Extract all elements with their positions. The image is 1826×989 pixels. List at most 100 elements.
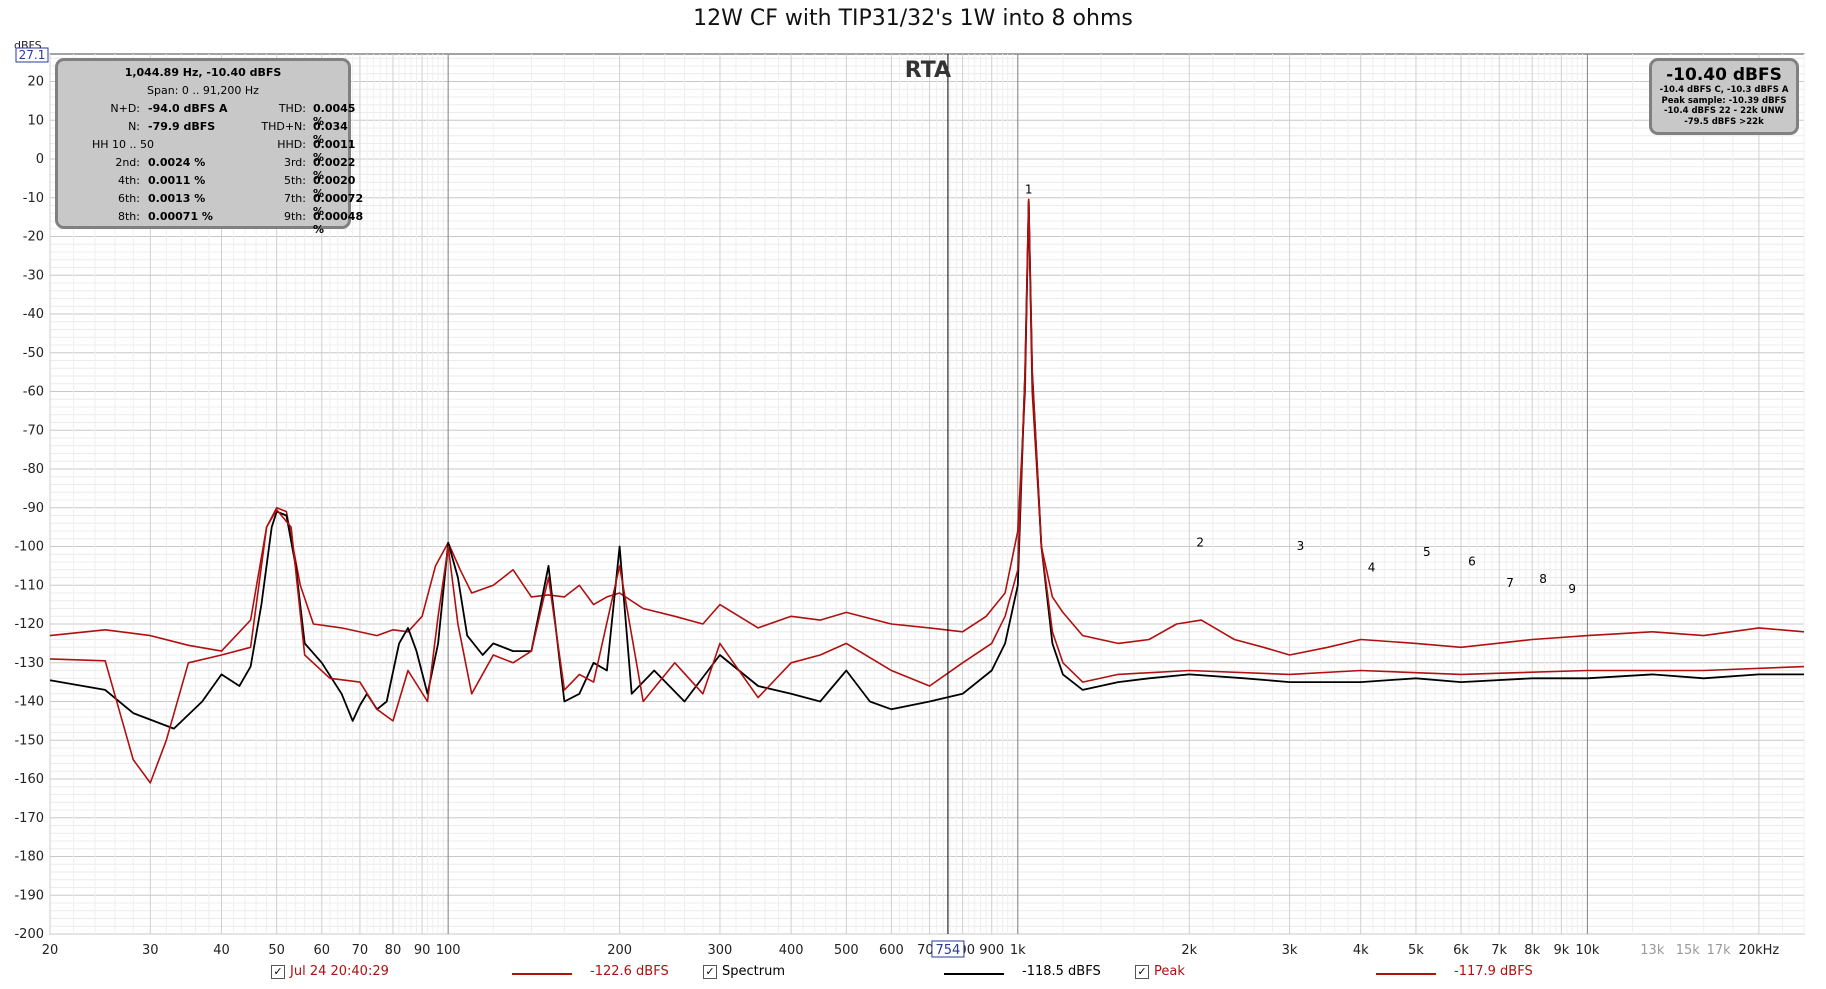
y-tick-label: 10 <box>27 113 44 128</box>
stats-label: N: <box>128 120 140 133</box>
x-tick-label: 60 <box>314 943 331 958</box>
x-tick-label: 40 <box>213 943 230 958</box>
x-tick-label: 2k <box>1181 943 1197 958</box>
legend-value-peak: -117.9 dBFS <box>1454 964 1533 979</box>
y-tick-label: -10 <box>23 191 44 206</box>
x-tick-label: 13k <box>1640 943 1665 958</box>
chart-title: 12W CF with TIP31/32's 1W into 8 ohms <box>693 6 1133 31</box>
y-tick-label: 20 <box>27 75 44 90</box>
stats-label: 8th: <box>118 210 140 223</box>
stats-value: 0.034 % <box>313 120 348 146</box>
legend-label-peak: Peak <box>1154 964 1185 979</box>
level-line-4: -79.5 dBFS >22k <box>1684 116 1764 127</box>
stats-label: HHD: <box>277 138 306 151</box>
stats-value: 0.0020 % <box>313 174 356 200</box>
stats-value: 0.0011 % <box>148 174 206 187</box>
x-readout-box <box>931 940 965 958</box>
harmonic-marker-1: 1 <box>1025 182 1033 196</box>
x-tick-label: 6k <box>1453 943 1469 958</box>
legend-swatch-peak <box>1376 973 1436 975</box>
harmonic-marker-5: 5 <box>1423 545 1431 559</box>
stats-row: 4th: 0.0011 % 5th: 0.0020 % <box>58 174 355 200</box>
y-tick-label: -120 <box>14 617 44 632</box>
y-tick-label: -200 <box>14 927 44 942</box>
stats-label: 9th: <box>284 210 306 223</box>
harmonic-marker-8: 8 <box>1539 572 1547 586</box>
y-readout-box <box>15 47 49 63</box>
stats-row: N: -79.9 dBFS THD+N: 0.034 % <box>58 120 348 146</box>
harmonic-marker-6: 6 <box>1468 555 1476 569</box>
harmonic-marker-7: 7 <box>1506 576 1514 590</box>
y-tick-label: -90 <box>23 501 44 516</box>
legend-value-spectrum: -118.5 dBFS <box>1022 964 1101 979</box>
stats-row: N+D: -94.0 dBFS A THD: 0.0045 % <box>58 102 355 128</box>
stats-label: 6th: <box>118 192 140 205</box>
y-tick-label: -70 <box>23 423 44 438</box>
checkbox-peak[interactable]: ✓ <box>1135 965 1149 979</box>
y-tick-label: -150 <box>14 733 44 748</box>
stats-value: 0.0011 % <box>313 138 356 164</box>
x-tick-label: 200 <box>607 943 632 958</box>
legend-swatch-spectrum <box>944 973 1004 975</box>
y-tick-label: -50 <box>23 346 44 361</box>
x-tick-label: 9k <box>1553 943 1569 958</box>
stats-row: HH 10 .. 50 HHD: 0.0011 % <box>58 138 355 164</box>
checkbox-jul24[interactable]: ✓ <box>271 965 285 979</box>
y-tick-label: 0 <box>36 152 44 167</box>
stats-label: 5th: <box>284 174 306 187</box>
stats-label: THD: <box>278 102 306 115</box>
series-layer <box>49 198 1805 784</box>
stats-label: 2nd: <box>115 156 140 169</box>
x-tick-label: 90 <box>414 943 431 958</box>
harmonic-marker-4: 4 <box>1368 561 1376 575</box>
x-tick-label: 4k <box>1353 943 1369 958</box>
x-tick-label: 50 <box>268 943 285 958</box>
y-tick-label: -60 <box>23 385 44 400</box>
x-tick-label: 30 <box>142 943 159 958</box>
y-tick-label: -40 <box>23 307 44 322</box>
stats-hh-range: HH 10 .. 50 <box>92 138 155 151</box>
legend-value-jul24: -122.6 dBFS <box>590 964 669 979</box>
y-tick-label: -20 <box>23 230 44 245</box>
stats-row: 6th: 0.0013 % 7th: 0.00072 % <box>58 192 363 218</box>
stats-label: 7th: <box>284 192 306 205</box>
checkbox-spectrum[interactable]: ✓ <box>703 965 717 979</box>
x-tick-label: 20kHz <box>1739 943 1780 958</box>
x-tick-label: 80 <box>385 943 402 958</box>
stats-value: -94.0 dBFS A <box>148 102 228 115</box>
x-tick-label: 900 <box>979 943 1004 958</box>
x-tick-label: 17k <box>1707 943 1732 958</box>
level-line-2: Peak sample: -10.39 dBFS <box>1661 95 1787 106</box>
legend-label-jul24: Jul 24 20:40:29 <box>290 964 389 979</box>
stats-value: 0.0022 % <box>313 156 356 182</box>
distortion-stats-panel: 1,044.89 Hz, -10.40 dBFS Span: 0 .. 91,2… <box>55 58 363 236</box>
stats-header-frequency: 1,044.89 Hz, -10.40 dBFS <box>124 66 282 79</box>
level-meter-panel: -10.40 dBFS -10.4 dBFS C, -10.3 dBFS A P… <box>1649 58 1799 135</box>
stats-label: 3rd: <box>283 156 306 169</box>
harmonic-marker-3: 3 <box>1297 539 1305 553</box>
y-tick-label: -180 <box>14 850 44 865</box>
y-tick-label: -100 <box>14 540 44 555</box>
stats-value: 0.00048 % <box>313 210 364 236</box>
x-tick-label: 400 <box>779 943 804 958</box>
y-tick-label: -170 <box>14 811 44 826</box>
stats-value: 0.00071 % <box>148 210 213 223</box>
x-tick-label: 70 <box>352 943 369 958</box>
stats-label: 4th: <box>118 174 140 187</box>
series-line-2 <box>49 198 1805 784</box>
y-tick-label: -160 <box>14 772 44 787</box>
level-line-3: -10.4 dBFS 22 - 22k UNW <box>1663 106 1785 116</box>
y-readout-value: 27.1 <box>19 48 46 62</box>
legend-label-spectrum: Spectrum <box>722 964 785 979</box>
stats-value: -79.9 dBFS <box>148 120 216 133</box>
x-tick-label: 100 <box>436 943 461 958</box>
x-tick-label: 600 <box>879 943 904 958</box>
x-tick-label: 3k <box>1282 943 1298 958</box>
x-tick-label: 1k <box>1010 943 1026 958</box>
legend-footer: ✓ Jul 24 20:40:29 -122.6 dBFS ✓ Spectrum… <box>0 962 1826 986</box>
y-tick-label: -30 <box>23 268 44 283</box>
y-tick-label: -80 <box>23 462 44 477</box>
level-main-value: -10.40 dBFS <box>1666 65 1782 85</box>
stats-value: 0.0024 % <box>148 156 206 169</box>
